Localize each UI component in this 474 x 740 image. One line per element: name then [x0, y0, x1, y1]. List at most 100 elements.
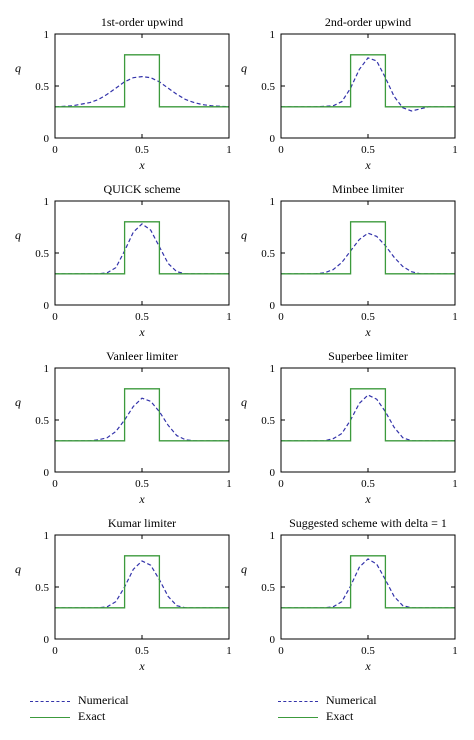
chart-svg: 1st-order upwind 00 0.5 0.5 1 1 x q: [15, 15, 232, 172]
x-tick-label: 0.5: [135, 311, 149, 323]
x-tick-label: 1: [452, 144, 458, 156]
y-tick-label: 1: [44, 196, 50, 208]
chart-svg: Minbee limiter 00 0.5 0.5 1 1 x q: [241, 182, 458, 339]
numerical-series-line: [55, 397, 229, 442]
legend-exact-label: Exact: [326, 709, 354, 723]
y-tick-label: 0.5: [35, 582, 49, 594]
y-tick-label: 1: [270, 530, 276, 542]
plot-frame: [280, 367, 456, 473]
exact-series-line: [55, 388, 229, 442]
y-axis-label: q: [241, 395, 247, 409]
x-axis-label: x: [138, 325, 145, 339]
chart-panel: Minbee limiter 0 0 0.5 0.5 1 1 x q: [226, 167, 463, 342]
legend-exact-label: Exact: [78, 709, 106, 723]
x-tick-label: 1: [226, 144, 232, 156]
x-tick-label: 1: [226, 645, 232, 657]
chart-svg: QUICK scheme 00 0.5 0.5 1 1 x q: [15, 182, 232, 339]
chart-svg: Kumar limiter 00 0.5 0.5 1 1 x q: [15, 516, 232, 673]
y-tick-label: 0: [44, 634, 50, 646]
numerical-series-line: [55, 560, 229, 609]
y-tick-label: 0.5: [261, 81, 275, 93]
y-tick-label: 0.5: [261, 582, 275, 594]
x-tick-label: 0: [52, 645, 58, 657]
chart-title: 1st-order upwind: [101, 15, 183, 29]
x-axis-label: x: [364, 325, 371, 339]
legend-numerical-label: Numerical: [78, 693, 129, 707]
x-tick-label: 0: [278, 311, 284, 323]
x-tick-label: 0.5: [361, 144, 375, 156]
y-tick-label: 0: [44, 300, 50, 312]
y-tick-label: 0.5: [35, 81, 49, 93]
x-tick-label: 0.5: [135, 144, 149, 156]
chart-title: Superbee limiter: [328, 349, 408, 363]
y-tick-label: 0: [270, 300, 276, 312]
x-tick-label: 0: [52, 311, 58, 323]
x-axis-label: x: [364, 492, 371, 506]
chart-title: Minbee limiter: [332, 182, 404, 196]
legend-numerical-swatch: [278, 701, 318, 702]
x-tick-label: 0.5: [361, 645, 375, 657]
x-axis-label: x: [138, 158, 145, 172]
y-tick-label: 1: [44, 29, 50, 41]
x-tick-label: 0.5: [135, 478, 149, 490]
legend-exact: Exact: [248, 709, 448, 726]
x-tick-label: 0.5: [135, 645, 149, 657]
y-axis-label: q: [15, 562, 21, 576]
chart-svg: 2nd-order upwind 00 0.5 0.5 1 1 x q: [241, 15, 458, 172]
x-tick-label: 1: [226, 311, 232, 323]
x-axis-label: x: [364, 659, 371, 673]
y-tick-label: 1: [44, 363, 50, 375]
exact-series-line: [55, 54, 229, 108]
x-axis-label: x: [364, 158, 371, 172]
y-tick-label: 0.5: [261, 415, 275, 427]
plot-frame: [54, 33, 230, 139]
chart-panel: QUICK scheme 0 0 0.5 0.5 1 1 x q: [0, 167, 237, 342]
exact-series-line: [281, 555, 455, 609]
y-tick-label: 1: [270, 196, 276, 208]
plot-frame: [54, 534, 230, 640]
chart-title: Vanleer limiter: [106, 349, 178, 363]
legend-exact-swatch: [278, 717, 318, 718]
y-axis-label: q: [15, 395, 21, 409]
y-tick-label: 1: [44, 530, 50, 542]
plot-frame: [280, 33, 456, 139]
exact-series-line: [281, 388, 455, 442]
chart-panel: Suggested scheme with delta = 1 0 0 0.5 0.5 1…: [226, 501, 463, 676]
chart-title: QUICK scheme: [104, 182, 181, 196]
numerical-series-line: [281, 394, 455, 442]
x-axis-label: x: [138, 492, 145, 506]
legend-numerical-swatch: [30, 701, 70, 702]
chart-panel: Superbee limiter 0 0 0.5 0.5 1 1 x q: [226, 334, 463, 509]
chart-panel: Kumar limiter 0 0 0.5 0.5 1 1 x q: [0, 501, 237, 676]
numerical-series-line: [55, 223, 229, 275]
y-tick-label: 0: [44, 133, 50, 145]
numerical-series-line: [281, 558, 455, 609]
numerical-series-line: [281, 232, 455, 275]
x-axis-label: x: [138, 659, 145, 673]
plot-frame: [280, 534, 456, 640]
legend-right: Numerical Exact: [248, 688, 474, 728]
legend-exact: Exact: [0, 709, 200, 726]
y-tick-label: 0.5: [35, 248, 49, 260]
x-tick-label: 0: [278, 645, 284, 657]
legend-numerical-label: Numerical: [326, 693, 377, 707]
y-axis-label: q: [241, 61, 247, 75]
exact-series-line: [281, 54, 455, 108]
y-tick-label: 0: [270, 634, 276, 646]
x-tick-label: 0: [52, 144, 58, 156]
legend-numerical: Numerical: [0, 693, 200, 710]
plot-frame: [280, 200, 456, 306]
exact-series-line: [55, 555, 229, 609]
chart-svg: Superbee limiter 00 0.5 0.5 1 1 x q: [241, 349, 458, 506]
y-axis-label: q: [15, 228, 21, 242]
y-axis-label: q: [241, 228, 247, 242]
y-tick-label: 0: [270, 467, 276, 479]
y-tick-label: 1: [270, 363, 276, 375]
x-tick-label: 0.5: [361, 311, 375, 323]
y-tick-label: 1: [270, 29, 276, 41]
plot-frame: [54, 200, 230, 306]
x-tick-label: 1: [226, 478, 232, 490]
y-axis-label: q: [241, 562, 247, 576]
numerical-series-line: [281, 57, 455, 112]
chart-svg: Suggested scheme with delta = 1 00 0.5 0.5 1…: [241, 516, 458, 673]
